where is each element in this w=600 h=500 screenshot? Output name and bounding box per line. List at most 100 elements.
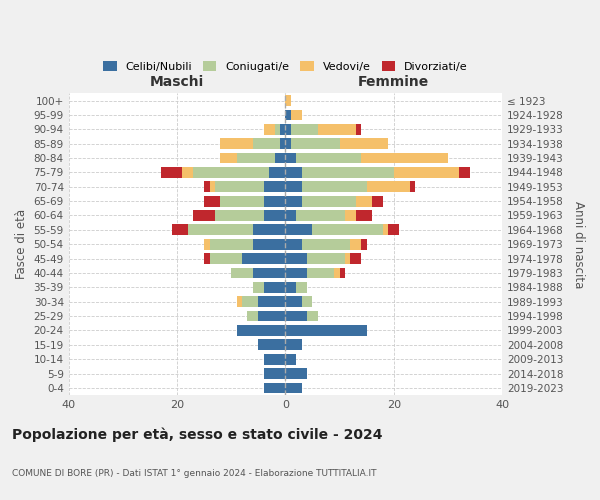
Bar — [286, 210, 296, 221]
Bar — [345, 253, 350, 264]
Bar — [253, 239, 286, 250]
Bar — [296, 282, 307, 292]
Bar — [231, 268, 253, 278]
Bar — [313, 224, 383, 235]
Bar — [286, 182, 302, 192]
Bar — [269, 167, 286, 178]
Bar — [263, 382, 286, 394]
Text: Popolazione per età, sesso e stato civile - 2024: Popolazione per età, sesso e stato civil… — [12, 428, 383, 442]
Bar — [188, 224, 253, 235]
Bar — [247, 310, 258, 322]
Bar — [350, 253, 361, 264]
Bar — [253, 268, 286, 278]
Bar — [220, 152, 236, 164]
Bar — [253, 224, 286, 235]
Bar — [286, 296, 302, 307]
Bar — [459, 167, 470, 178]
Bar — [286, 325, 367, 336]
Bar — [286, 239, 302, 250]
Bar — [204, 239, 209, 250]
Bar — [356, 196, 372, 206]
Bar — [263, 196, 286, 206]
Bar — [253, 282, 263, 292]
Text: Maschi: Maschi — [150, 75, 204, 89]
Bar — [209, 239, 253, 250]
Bar — [161, 167, 182, 178]
Bar — [340, 268, 345, 278]
Text: Femmine: Femmine — [358, 75, 430, 89]
Bar — [302, 239, 350, 250]
Bar — [307, 253, 345, 264]
Bar — [236, 152, 275, 164]
Bar — [302, 167, 394, 178]
Bar — [356, 210, 372, 221]
Bar — [263, 210, 286, 221]
Bar — [193, 167, 269, 178]
Bar — [253, 138, 280, 149]
Bar — [258, 340, 286, 350]
Bar — [307, 310, 318, 322]
Bar — [286, 368, 307, 379]
Bar — [236, 325, 286, 336]
Bar — [361, 239, 367, 250]
Bar — [209, 182, 215, 192]
Bar — [318, 124, 356, 134]
Bar — [263, 368, 286, 379]
Bar — [215, 182, 263, 192]
Bar — [263, 182, 286, 192]
Bar — [291, 110, 302, 120]
Y-axis label: Fasce di età: Fasce di età — [15, 209, 28, 280]
Bar — [291, 138, 340, 149]
Bar — [296, 152, 361, 164]
Bar — [388, 224, 399, 235]
Bar — [263, 354, 286, 364]
Bar — [307, 268, 334, 278]
Bar — [286, 253, 307, 264]
Bar — [275, 124, 280, 134]
Bar — [286, 224, 313, 235]
Bar — [383, 224, 388, 235]
Bar — [258, 296, 286, 307]
Bar — [286, 152, 296, 164]
Bar — [258, 310, 286, 322]
Bar — [410, 182, 415, 192]
Bar — [372, 196, 383, 206]
Bar — [356, 124, 361, 134]
Bar — [220, 196, 263, 206]
Y-axis label: Anni di nascita: Anni di nascita — [572, 200, 585, 288]
Bar — [286, 340, 302, 350]
Bar — [334, 268, 340, 278]
Bar — [263, 124, 275, 134]
Bar — [204, 182, 209, 192]
Bar — [182, 167, 193, 178]
Bar — [286, 124, 291, 134]
Bar — [280, 138, 286, 149]
Bar — [215, 210, 263, 221]
Bar — [204, 253, 209, 264]
Bar — [286, 282, 296, 292]
Bar — [286, 354, 296, 364]
Bar — [286, 95, 291, 106]
Bar — [286, 138, 291, 149]
Bar — [209, 253, 242, 264]
Bar — [296, 210, 345, 221]
Bar — [345, 210, 356, 221]
Bar — [286, 196, 302, 206]
Legend: Celibi/Nubili, Coniugati/e, Vedovi/e, Divorziati/e: Celibi/Nubili, Coniugati/e, Vedovi/e, Di… — [99, 56, 472, 76]
Bar — [286, 268, 307, 278]
Bar — [280, 124, 286, 134]
Bar — [275, 152, 286, 164]
Bar — [302, 196, 356, 206]
Bar — [220, 138, 253, 149]
Bar — [193, 210, 215, 221]
Bar — [242, 296, 258, 307]
Bar — [204, 196, 220, 206]
Bar — [350, 239, 361, 250]
Bar — [242, 253, 286, 264]
Bar — [286, 382, 302, 394]
Bar — [291, 124, 318, 134]
Bar — [302, 182, 367, 192]
Bar — [263, 282, 286, 292]
Bar — [236, 296, 242, 307]
Bar — [286, 110, 291, 120]
